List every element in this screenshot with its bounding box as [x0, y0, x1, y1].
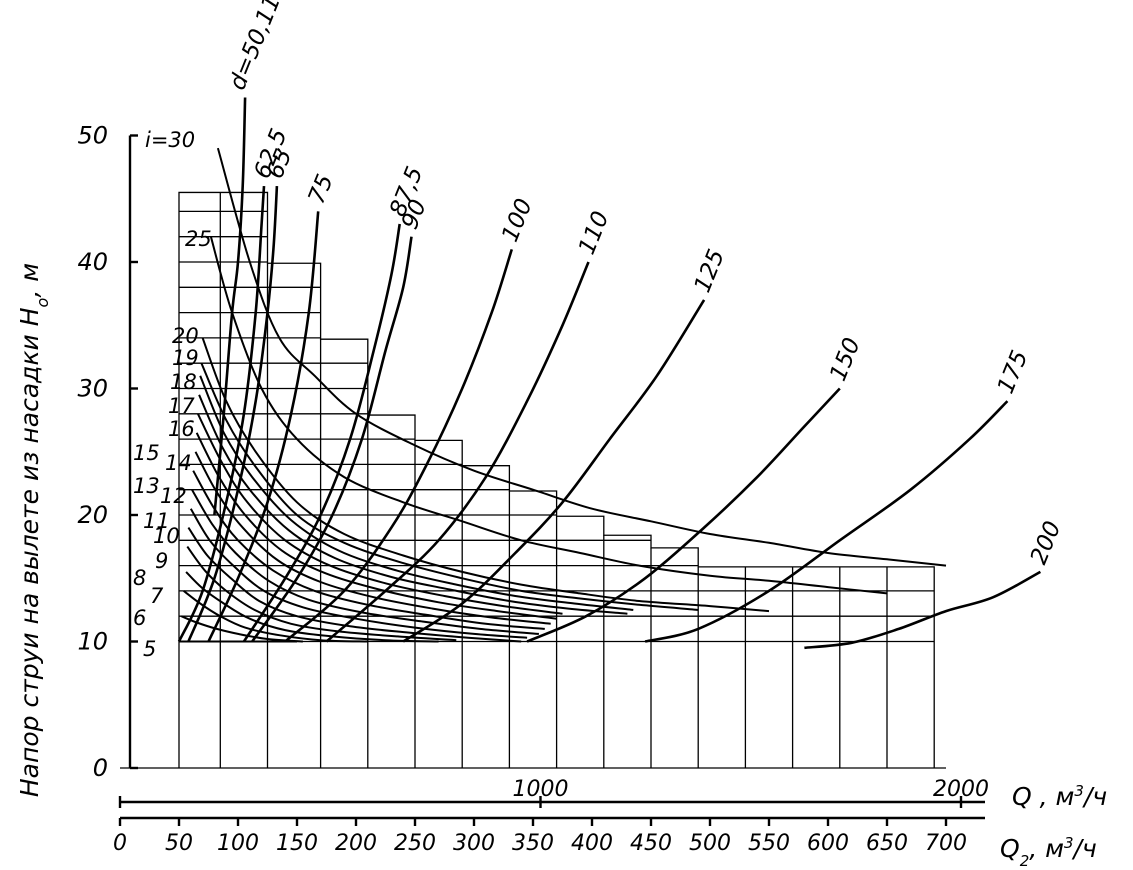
i-curve-label: 14: [165, 451, 192, 475]
y-tick-label: 20: [77, 501, 108, 529]
i-curve-label: 12: [160, 484, 187, 508]
d-curve: [213, 97, 247, 516]
x2-tick-label: 50: [165, 831, 193, 856]
d-curve: [284, 248, 514, 643]
y-tick-label: 10: [77, 628, 108, 656]
i-curve: [186, 546, 457, 642]
i-curve-label: i=30: [145, 128, 195, 152]
x1-tick-label: 2000: [933, 777, 989, 802]
y-axis-title: Напор струи на вылете из насадки Ho, м: [15, 263, 52, 797]
i-curve-label: 16: [168, 417, 195, 441]
d-curve: [526, 387, 841, 643]
x1-tick-label: 1000: [513, 777, 569, 802]
x2-tick-label: 700: [925, 831, 967, 856]
i-curve: [197, 413, 563, 615]
x2-tick-label: 650: [866, 831, 908, 856]
y-tick-label: 50: [77, 122, 108, 150]
i-curve-label: 5: [143, 637, 156, 661]
x2-tick-label: 200: [335, 831, 377, 856]
x2-axis-title: Q2, м3/ч: [1000, 834, 1097, 870]
x2-tick-label: 450: [630, 831, 672, 856]
d-curve-label: 175: [993, 347, 1034, 397]
x2-tick-label: 100: [217, 831, 259, 856]
i-curve: [216, 147, 947, 567]
i-curve: [199, 375, 634, 611]
d-curve: [187, 186, 279, 643]
i-curve-label: 8: [133, 566, 146, 590]
d-curve: [644, 400, 1009, 643]
i-curve: [201, 337, 770, 613]
d-curve: [242, 223, 401, 643]
y-tick-label: 30: [77, 375, 108, 403]
i-curve: [194, 451, 551, 625]
d-curve: [804, 570, 1042, 650]
y-tick-label: 40: [77, 248, 108, 276]
i-curve-label: 20: [172, 324, 199, 348]
i-curve: [187, 527, 522, 643]
i-curve-label: 11: [143, 509, 170, 533]
d-curve: [251, 236, 413, 643]
d-curve: [402, 299, 706, 643]
d-curve-label: d=50,11: [225, 0, 286, 94]
d-curve: [177, 186, 266, 643]
i-curve-label: 9: [155, 549, 168, 573]
i-curve: [195, 432, 557, 620]
d-curve-label: 125: [690, 246, 731, 296]
x2-tick-label: 0: [113, 831, 127, 856]
chart-grid: [120, 191, 946, 769]
chart-curves: [177, 97, 1042, 650]
chart-labels: 0 10 20 30 40 50 1000 2000 0 50 100 150 200 250 300 350…: [77, 0, 1066, 856]
i-curve-label: 10: [153, 524, 180, 548]
i-curve: [209, 236, 888, 595]
i-curve-label: 6: [133, 606, 146, 630]
i-curve-label: 19: [172, 346, 199, 370]
d-curve: [325, 261, 590, 643]
x2-tick-label: 400: [571, 831, 613, 856]
d-curve-label: 110: [574, 208, 615, 258]
i-curve-label: 7: [150, 584, 164, 608]
x2-tick-label: 550: [748, 831, 790, 856]
x1-axis-title: Q , м3/ч: [1012, 782, 1107, 811]
i-curve: [183, 590, 368, 643]
x2-tick-label: 300: [453, 831, 495, 856]
x2-tick-label: 500: [689, 831, 731, 856]
d-curve-label: 200: [1026, 518, 1067, 568]
y-tick-label: 0: [93, 754, 108, 782]
i-curve: [192, 470, 545, 630]
i-curve-label: 25: [185, 227, 212, 251]
x2-tick-label: 250: [394, 831, 436, 856]
chart-axes: [118, 134, 985, 826]
d-curve-label: 150: [825, 334, 866, 384]
x2-tick-label: 600: [807, 831, 849, 856]
d-curve-label: 75: [304, 171, 339, 208]
i-curve-label: 15: [133, 441, 160, 465]
i-curve-label: 17: [168, 394, 195, 418]
d-curve-label: 100: [497, 195, 538, 245]
i-curve: [198, 394, 628, 615]
x2-tick-label: 150: [276, 831, 318, 856]
x2-tick-label: 350: [512, 831, 554, 856]
i-curve: [180, 615, 303, 643]
i-curve-label: 18: [170, 370, 197, 394]
d-curve: [207, 211, 320, 643]
i-curve-label: 13: [133, 474, 160, 498]
